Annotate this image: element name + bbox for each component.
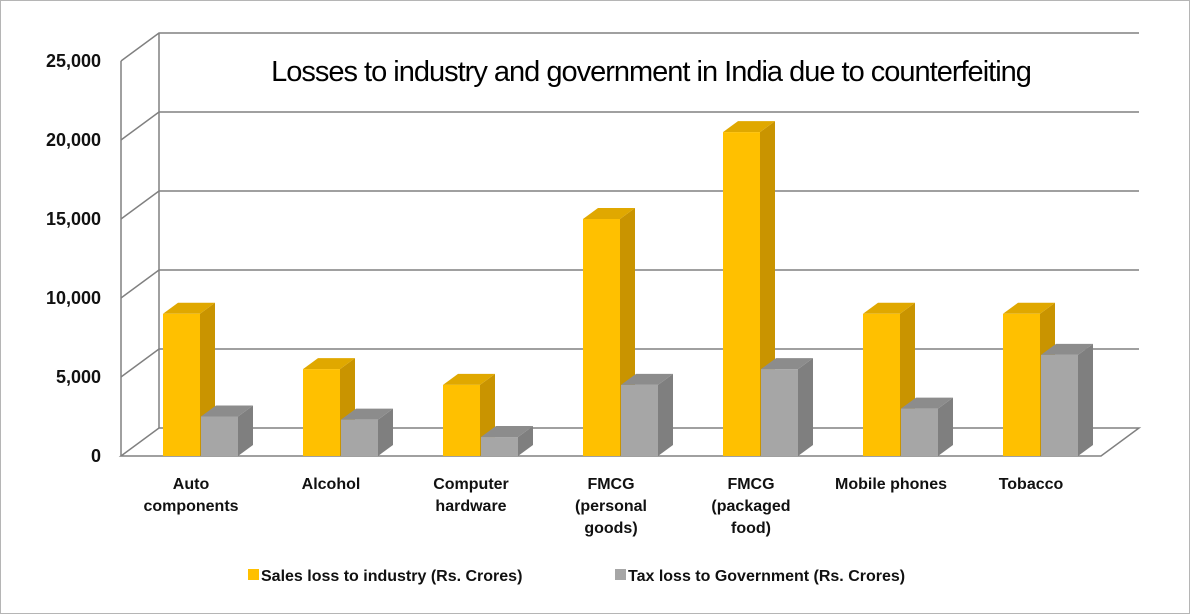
- bar-front: [163, 313, 200, 456]
- bar-top: [723, 121, 775, 133]
- bar-front: [723, 132, 760, 456]
- legend-item: Sales loss to industry (Rs. Crores): [248, 568, 522, 585]
- bar-top: [583, 208, 635, 219]
- bar: [863, 302, 915, 456]
- legend-label: Tax loss to Government (Rs. Crores): [628, 568, 905, 585]
- bar-top: [863, 302, 915, 314]
- bar-side: [1078, 343, 1093, 456]
- bar-front: [621, 384, 658, 456]
- bar-top: [163, 302, 215, 314]
- gridline: [120, 190, 1139, 220]
- bar-side: [798, 358, 813, 456]
- bar-front: [481, 437, 518, 456]
- x-category-label: FMCG (personal goods): [575, 476, 647, 537]
- x-category-label: Computer hardware: [433, 476, 509, 515]
- bar-front: [1041, 354, 1078, 456]
- y-tick-label: 10,000: [46, 288, 101, 308]
- axes: 25,000 20,000 15,000 10,000 5,000 0 Auto compon…: [46, 51, 1064, 537]
- x-category-label: Auto components: [143, 476, 238, 515]
- legend-swatch: [615, 569, 626, 580]
- bar-front: [901, 408, 938, 456]
- bar-side: [238, 405, 253, 456]
- bar-side: [518, 426, 533, 456]
- bar-top: [1003, 302, 1055, 314]
- bar-top: [901, 397, 953, 409]
- bar: [583, 208, 635, 456]
- y-tick-label: 5,000: [56, 367, 101, 387]
- chart-title: Losses to industry and government in Ind…: [271, 56, 1031, 88]
- gridline: [120, 32, 1139, 62]
- x-category-label: Tobacco: [999, 476, 1064, 493]
- bar-top: [341, 408, 393, 420]
- bar-front: [761, 369, 798, 456]
- bar: [1041, 343, 1093, 456]
- bar: [341, 408, 393, 456]
- legend-item: Tax loss to Government (Rs. Crores): [615, 568, 905, 585]
- bar: [621, 373, 673, 456]
- bar-front: [201, 416, 238, 456]
- y-tick-label: 25,000: [46, 51, 101, 71]
- x-category-label: Alcohol: [302, 476, 361, 493]
- legend-swatch: [248, 569, 259, 580]
- bar-top: [761, 358, 813, 370]
- bar-side: [658, 373, 673, 456]
- gridline: [120, 269, 1139, 299]
- y-tick-label: 0: [91, 446, 101, 466]
- x-category-label: FMCG (packaged food): [711, 476, 790, 537]
- legend: Sales loss to industry (Rs. Crores) Tax l…: [248, 568, 905, 585]
- bar-top: [303, 358, 355, 370]
- bar-top: [1041, 343, 1093, 355]
- bar: [443, 373, 495, 456]
- gridline: [120, 111, 1139, 141]
- y-tick-label: 20,000: [46, 130, 101, 150]
- bar-side: [378, 408, 393, 456]
- bar-side: [938, 397, 953, 456]
- gridline: [120, 348, 1139, 378]
- bar-top: [621, 373, 673, 385]
- bar-front: [443, 384, 480, 456]
- bar-front: [583, 219, 620, 456]
- bar-front: [303, 369, 340, 456]
- bar-top: [481, 426, 533, 438]
- x-category-label: Mobile phones: [835, 476, 947, 493]
- y-tick-label: 15,000: [46, 209, 101, 229]
- bar: [201, 405, 253, 456]
- bar: [901, 397, 953, 456]
- gridlines: [118, 32, 1142, 457]
- bar-top: [201, 405, 253, 417]
- bar-front: [863, 313, 900, 456]
- legend-label: Sales loss to industry (Rs. Crores): [261, 568, 522, 585]
- bars: [163, 121, 1093, 456]
- bar: [481, 426, 533, 456]
- bar-top: [443, 373, 495, 385]
- bar-front: [1003, 313, 1040, 456]
- bar-front: [341, 419, 378, 456]
- bar: [761, 358, 813, 456]
